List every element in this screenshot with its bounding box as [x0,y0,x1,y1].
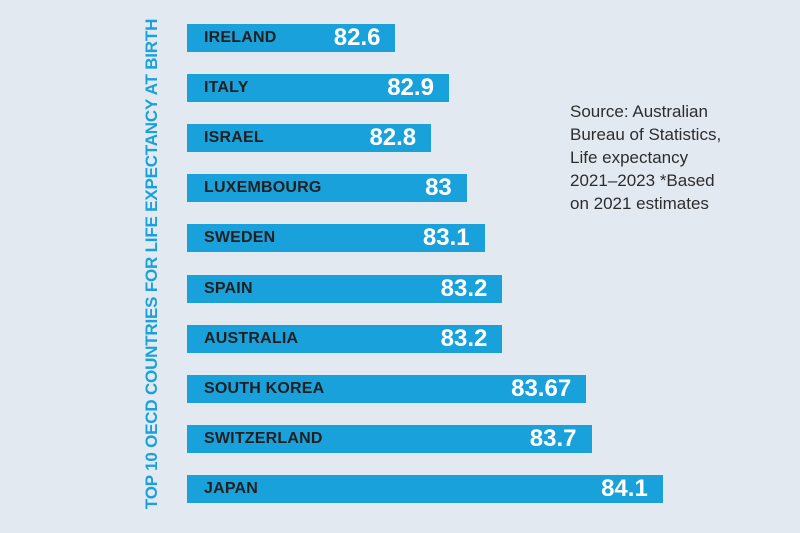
country-label: SPAIN [204,279,253,297]
bar-switzerland: SWITZERLAND 83.7 [187,424,592,453]
source-note: Source: Australian Bureau of Statistics,… [570,100,721,215]
value-label: 83 [425,174,452,202]
country-label: ITALY [204,79,249,97]
chart-title: TOP 10 OECD COUNTRIES FOR LIFE EXPECTANC… [142,18,161,510]
value-label: 82.6 [333,24,381,51]
value-label: 84.1 [601,474,648,502]
country-label: ISRAEL [204,129,264,147]
source-note-line: Life expectancy [570,148,689,167]
bar-luxembourg: LUXEMBOURG 83 [187,174,467,203]
value-label: 83.67 [511,374,572,402]
source-note-line: 2021–2023 *Based [570,171,715,190]
bar-sweden: SWEDEN 83.1 [187,224,485,253]
source-note-line: Source: Australian [570,102,708,121]
country-label: LUXEMBOURG [204,179,322,197]
value-label: 83.1 [422,224,470,252]
bar-italy: ITALY 82.9 [187,74,449,103]
bar-south-korea: SOUTH KOREA 83.67 [187,374,587,403]
country-label: AUSTRALIA [204,329,299,347]
country-label: SOUTH KOREA [204,379,325,397]
value-label: 83.2 [440,324,488,352]
source-note-line: Bureau of Statistics, [570,125,722,144]
value-label: 82.8 [369,124,417,152]
bar-australia: AUSTRALIA 83.2 [187,324,503,353]
country-label: JAPAN [204,479,259,497]
country-label: SWITZERLAND [204,429,323,447]
value-label: 82.9 [387,74,434,102]
value-label: 83.7 [529,424,577,452]
bar-israel: ISRAEL 82.8 [187,124,432,153]
country-label: SWEDEN [204,229,276,247]
bar-ireland: IRELAND 82.6 [187,24,396,52]
bar-japan: JAPAN 84.1 [187,474,663,503]
country-label: IRELAND [204,29,277,46]
bar-spain: SPAIN 83.2 [187,274,503,303]
value-label: 83.2 [440,274,488,302]
source-note-line: on 2021 estimates [570,194,709,213]
bar-area: IRELAND 82.6 ITALY 82.9 ISRAEL 82.8 LUXEMBOURG… [187,24,800,503]
